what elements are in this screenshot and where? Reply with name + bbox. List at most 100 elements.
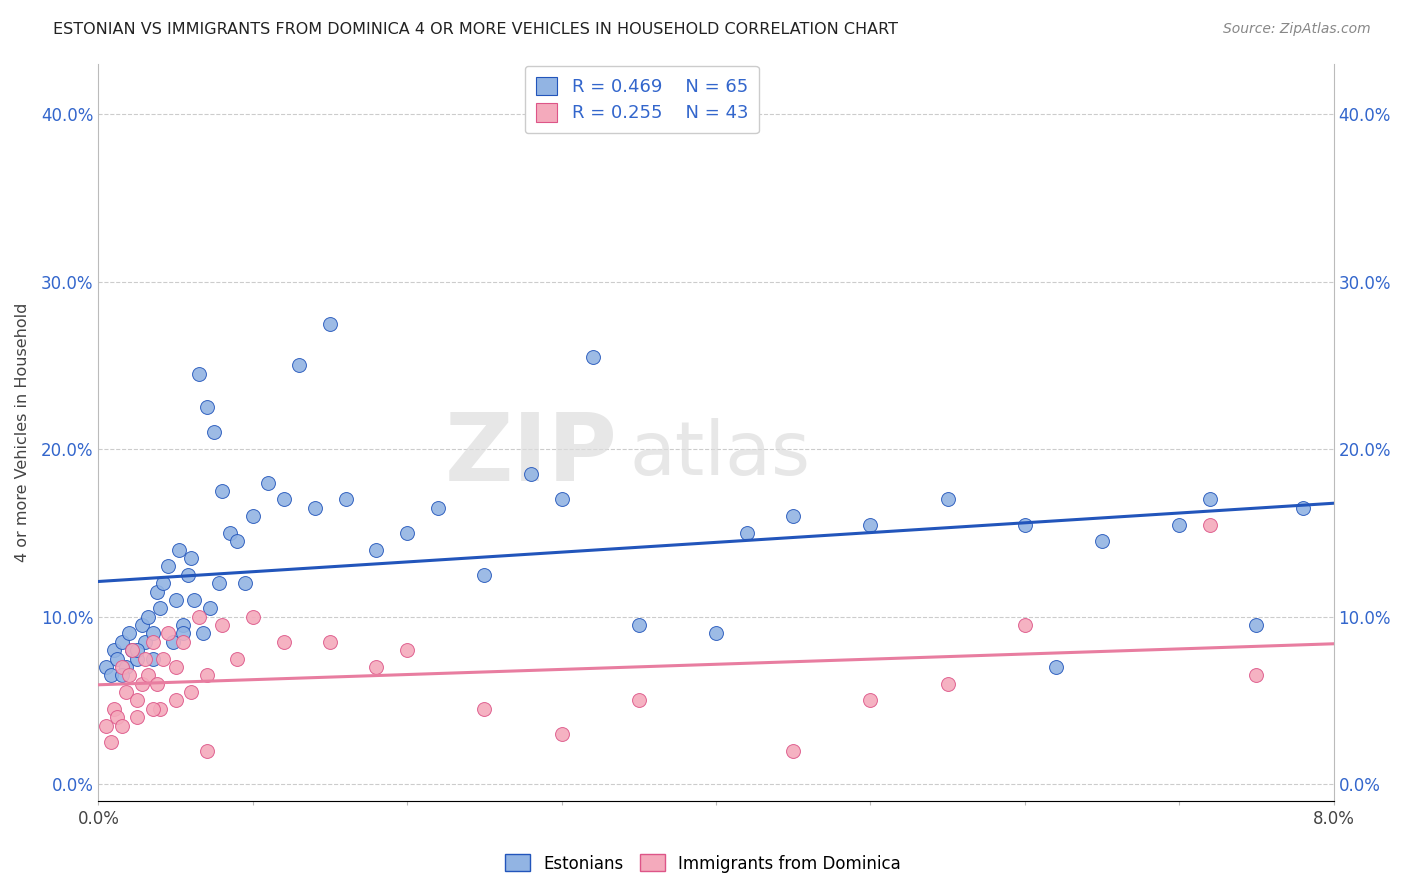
Point xyxy=(111,668,134,682)
Point xyxy=(304,500,326,515)
Legend: R = 0.469    N = 65, R = 0.255    N = 43: R = 0.469 N = 65, R = 0.255 N = 43 xyxy=(524,66,759,133)
Point xyxy=(520,467,543,482)
Point xyxy=(105,651,128,665)
Point xyxy=(242,609,264,624)
Point xyxy=(187,609,209,624)
Point xyxy=(218,525,240,540)
Point xyxy=(1168,517,1191,532)
Point xyxy=(211,484,233,499)
Point xyxy=(156,626,179,640)
Point xyxy=(149,601,172,615)
Point xyxy=(474,567,496,582)
Point xyxy=(172,635,194,649)
Point xyxy=(233,576,256,591)
Point xyxy=(242,509,264,524)
Point xyxy=(427,500,450,515)
Point xyxy=(211,618,233,632)
Point xyxy=(366,542,388,557)
Point xyxy=(936,492,959,507)
Point xyxy=(335,492,357,507)
Point xyxy=(141,626,163,640)
Point xyxy=(198,601,221,615)
Point xyxy=(1199,492,1222,507)
Point xyxy=(1014,618,1036,632)
Point xyxy=(195,744,218,758)
Point xyxy=(136,609,159,624)
Point xyxy=(149,702,172,716)
Point xyxy=(366,660,388,674)
Y-axis label: 4 or more Vehicles in Household: 4 or more Vehicles in Household xyxy=(15,302,30,562)
Point xyxy=(177,567,200,582)
Point xyxy=(100,668,122,682)
Point xyxy=(581,350,603,364)
Point xyxy=(125,710,148,724)
Point xyxy=(208,576,231,591)
Point xyxy=(226,651,249,665)
Text: atlas: atlas xyxy=(630,418,811,491)
Point xyxy=(195,668,218,682)
Point xyxy=(172,626,194,640)
Point xyxy=(1292,500,1315,515)
Point xyxy=(180,685,202,699)
Point xyxy=(936,676,959,690)
Point xyxy=(1045,660,1067,674)
Point xyxy=(134,635,156,649)
Point xyxy=(136,668,159,682)
Point xyxy=(125,693,148,707)
Point xyxy=(195,401,218,415)
Point xyxy=(187,367,209,381)
Point xyxy=(273,635,295,649)
Point xyxy=(111,635,134,649)
Point xyxy=(319,317,342,331)
Point xyxy=(257,475,280,490)
Point xyxy=(125,643,148,657)
Point xyxy=(273,492,295,507)
Point xyxy=(125,651,148,665)
Point xyxy=(172,618,194,632)
Point xyxy=(96,660,118,674)
Point xyxy=(162,635,184,649)
Point xyxy=(735,525,758,540)
Point xyxy=(550,492,572,507)
Point xyxy=(141,651,163,665)
Point xyxy=(103,702,125,716)
Point xyxy=(141,702,163,716)
Point xyxy=(319,635,342,649)
Point xyxy=(474,702,496,716)
Point xyxy=(1091,534,1114,549)
Point xyxy=(105,710,128,724)
Point xyxy=(156,559,179,574)
Point xyxy=(1246,668,1268,682)
Point xyxy=(118,626,141,640)
Point xyxy=(165,593,187,607)
Point xyxy=(627,618,650,632)
Point xyxy=(859,517,882,532)
Point xyxy=(118,668,141,682)
Point xyxy=(1246,618,1268,632)
Point xyxy=(115,660,138,674)
Point xyxy=(103,643,125,657)
Point xyxy=(152,576,174,591)
Point xyxy=(121,643,143,657)
Point xyxy=(111,718,134,732)
Point xyxy=(96,718,118,732)
Point xyxy=(202,425,225,440)
Point xyxy=(704,626,727,640)
Point xyxy=(550,727,572,741)
Point xyxy=(131,676,153,690)
Point xyxy=(141,635,163,649)
Point xyxy=(226,534,249,549)
Point xyxy=(146,584,169,599)
Point xyxy=(152,651,174,665)
Point xyxy=(396,643,419,657)
Point xyxy=(131,618,153,632)
Point xyxy=(396,525,419,540)
Point xyxy=(134,651,156,665)
Point xyxy=(782,744,804,758)
Point xyxy=(165,693,187,707)
Point xyxy=(146,676,169,690)
Point xyxy=(167,542,190,557)
Point xyxy=(180,551,202,566)
Point xyxy=(1199,517,1222,532)
Point xyxy=(115,685,138,699)
